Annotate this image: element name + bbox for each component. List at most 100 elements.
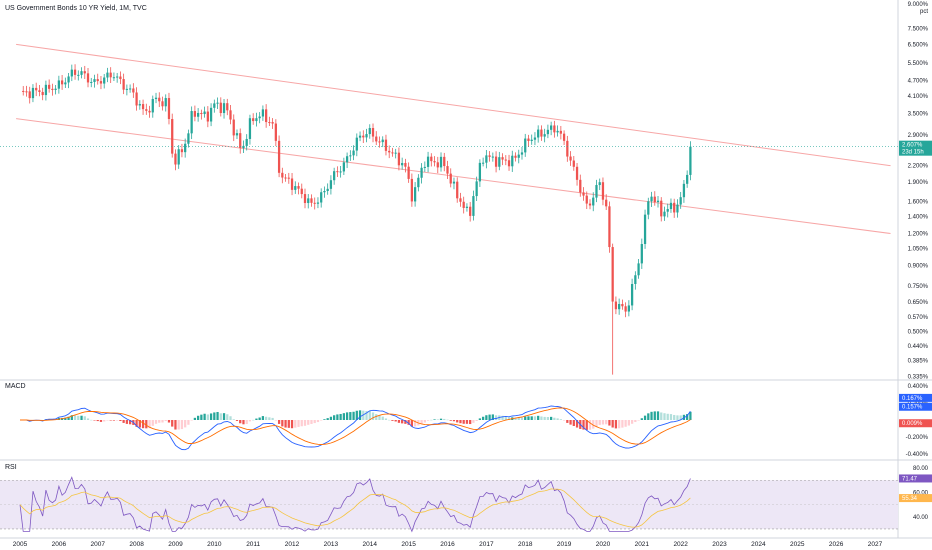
candle-body	[459, 198, 462, 202]
candle	[540, 125, 543, 141]
macd-hist-bar	[277, 420, 281, 424]
price-axis-unit-top: 9.000%	[908, 2, 929, 8]
macd-hist-bar	[630, 420, 634, 424]
price-tick-label: 0.750%	[908, 284, 929, 290]
macd-hist-bar	[329, 416, 333, 420]
macd-hist-bar	[355, 410, 358, 420]
candle	[35, 82, 38, 97]
candle	[25, 85, 28, 97]
candle-body	[426, 156, 430, 167]
macd-hist-bar	[456, 420, 459, 423]
candle	[196, 108, 200, 122]
macd-hist-bar	[666, 413, 669, 420]
candle	[517, 149, 520, 164]
rsi-tick-label: 60.00	[913, 490, 929, 496]
candle	[524, 133, 527, 157]
candle	[601, 177, 605, 206]
macd-hist-bar	[158, 420, 161, 423]
candle-body	[550, 125, 553, 130]
candle	[605, 194, 608, 210]
macd-hist-bar	[342, 413, 345, 420]
macd-hist-bar	[226, 414, 229, 420]
macd-badge-label: 0.009%	[902, 421, 923, 427]
candle	[329, 175, 333, 195]
macd-hist-bar	[261, 416, 265, 420]
macd-hist-bar	[112, 420, 116, 421]
candle	[77, 70, 80, 81]
candle	[420, 163, 423, 184]
rsi-label: RSI	[5, 464, 17, 471]
candle	[614, 296, 618, 315]
time-tick-label: 2022	[673, 541, 688, 548]
candle	[135, 87, 138, 111]
candle	[397, 147, 401, 171]
candle-body	[235, 133, 239, 136]
candle-body	[284, 177, 287, 179]
candle-body	[439, 156, 443, 168]
macd-hist-bar	[145, 420, 148, 429]
candle	[284, 173, 287, 182]
macd-hist-bar	[265, 416, 268, 420]
macd-hist-bar	[294, 420, 297, 428]
candle	[666, 203, 669, 218]
macd-hist-bar	[660, 412, 663, 420]
candle-body	[41, 91, 44, 96]
macd-hist-bar	[135, 420, 138, 427]
candle-body	[138, 104, 141, 106]
candle-body	[394, 152, 397, 154]
candle	[326, 183, 329, 195]
macd-hist-bar	[128, 420, 132, 425]
candle-body	[413, 187, 417, 202]
macd-hist-bar	[575, 420, 579, 428]
candle-body	[660, 200, 663, 217]
macd-hist-bar	[378, 415, 381, 420]
macd-hist-bar	[242, 420, 245, 425]
macd-hist-bar	[93, 420, 96, 421]
candle-body	[274, 123, 277, 141]
candle-body	[187, 133, 190, 144]
candle-body	[673, 202, 676, 213]
candle-body	[404, 162, 407, 167]
candle-body	[618, 303, 621, 310]
candle-body	[524, 138, 527, 153]
candle-body	[216, 102, 219, 104]
candle-body	[161, 101, 164, 107]
candle-body	[177, 149, 180, 165]
candle-body	[80, 71, 83, 75]
candle-body	[265, 109, 268, 123]
candle	[125, 84, 129, 96]
macd-hist-bar	[537, 415, 540, 420]
candle	[154, 92, 158, 104]
candle	[116, 72, 119, 83]
candle-body	[624, 306, 627, 312]
candle-body	[83, 71, 86, 74]
macd-hist-bar	[494, 415, 498, 420]
macd-hist-bar	[572, 420, 575, 426]
candle-body	[57, 80, 60, 89]
candle-body	[339, 171, 342, 173]
time-tick-label: 2025	[790, 541, 805, 548]
candle	[128, 84, 132, 93]
candle	[339, 165, 342, 178]
macd-hist-bar	[475, 420, 478, 421]
macd-hist-bar	[209, 413, 213, 420]
macd-hist-bar	[333, 415, 336, 420]
candle	[177, 145, 180, 169]
candle-body	[109, 72, 112, 78]
candle	[462, 196, 465, 214]
candle-body	[656, 200, 660, 203]
price-tick-label: 0.900%	[908, 264, 929, 270]
candle-body	[222, 103, 226, 114]
candle-body	[209, 107, 213, 122]
macd-hist-bar	[595, 420, 598, 427]
time-tick-label: 2005	[13, 541, 28, 548]
macd-hist-bar	[216, 411, 219, 420]
candle	[31, 84, 35, 103]
candle	[556, 125, 559, 137]
candle	[352, 145, 355, 161]
candle	[206, 106, 209, 128]
candle-body	[54, 88, 57, 90]
macd-hist-bar	[90, 419, 93, 421]
candle-body	[281, 172, 284, 178]
candle-body	[119, 76, 122, 80]
